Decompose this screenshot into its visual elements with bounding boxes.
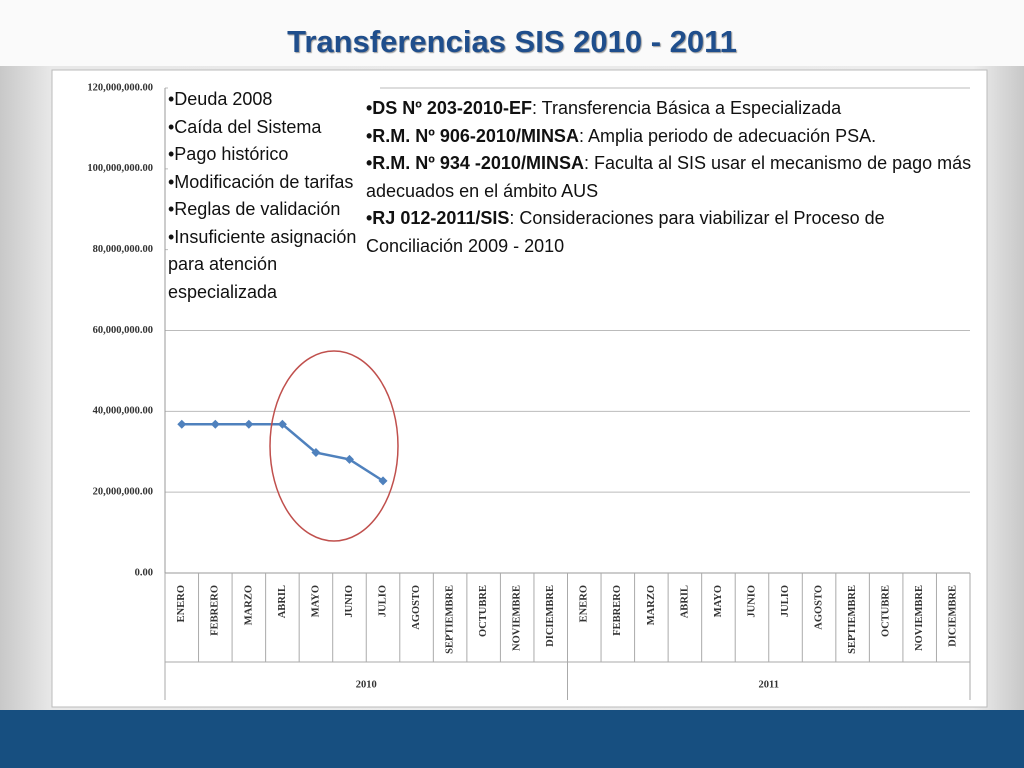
- x-tick-label: SEPTIEMBRE: [445, 585, 456, 654]
- cause-item: •Pago histórico: [168, 144, 289, 164]
- y-tick-label: 60,000,000.00: [93, 325, 153, 336]
- x-tick-label: MAYO: [310, 585, 321, 617]
- norm-code: •DS Nº 203-2010-EF: [366, 98, 532, 118]
- cause-item: •Modificación de tarifas: [168, 171, 354, 192]
- norm-text: : Faculta al SIS usar el mecanismo de pa…: [366, 153, 972, 201]
- x-tick-label: NOVIEMBRE: [512, 585, 523, 651]
- highlight-ellipse: [269, 350, 399, 542]
- x-tick-label: JUNIO: [746, 585, 757, 618]
- footer-band: [0, 710, 1024, 768]
- x-tick-label: MAYO: [713, 585, 724, 617]
- y-tick-label: 100,000,000.00: [87, 163, 153, 174]
- group-label: 2011: [759, 679, 779, 690]
- y-tick-label: 20,000,000.00: [93, 487, 153, 498]
- x-tick-label: MARZO: [243, 585, 254, 625]
- norm-code: •R.M. Nº 934 -2010/MINSA: [366, 153, 584, 173]
- marker: [210, 419, 220, 429]
- cause-item: •Deuda 2008: [168, 89, 273, 109]
- marker: [311, 448, 321, 458]
- x-tick-label: OCTUBRE: [478, 585, 489, 637]
- norm-item: •R.M. Nº 906-2010/MINSA: Amplia periodo …: [366, 123, 976, 151]
- marker: [378, 476, 388, 486]
- x-tick-label: DICIEMBRE: [545, 585, 556, 647]
- y-tick-label: 120,000,000.00: [87, 82, 153, 93]
- x-tick-label: ABRIL: [679, 585, 690, 618]
- x-tick-label: JUNIO: [344, 585, 355, 618]
- y-tick-label: 0.00: [135, 567, 153, 578]
- x-tick-label: ENERO: [579, 585, 590, 622]
- x-tick-label: AGOSTO: [411, 585, 422, 630]
- marker: [177, 419, 187, 429]
- norm-item: •DS Nº 203-2010-EF: Transferencia Básica…: [366, 95, 976, 123]
- y-tick-label: 80,000,000.00: [93, 244, 153, 255]
- y-tick-label: 40,000,000.00: [93, 406, 153, 417]
- marker: [244, 419, 254, 429]
- cause-item: •Reglas de validación: [168, 199, 341, 219]
- x-tick-label: DICIEMBRE: [948, 585, 959, 647]
- group-label: 2010: [356, 679, 377, 690]
- x-tick-label: FEBRERO: [612, 585, 623, 636]
- norm-code: •R.M. Nº 906-2010/MINSA: [366, 125, 579, 146]
- norm-item: •RJ 012-2011/SIS: Consideraciones para v…: [366, 205, 976, 260]
- marker: [277, 419, 287, 429]
- x-tick-label: ENERO: [176, 585, 187, 622]
- x-tick-label: MARZO: [646, 585, 657, 625]
- norm-text: : Consideraciones para viabilizar el Pro…: [366, 208, 885, 256]
- x-tick-label: JULIO: [780, 585, 791, 617]
- x-tick-label: JULIO: [377, 585, 388, 617]
- cause-item: •Insuficiente asignación para atención e…: [168, 226, 357, 302]
- x-tick-label: SEPTIEMBRE: [847, 585, 858, 654]
- norm-item: •R.M. Nº 934 -2010/MINSA: Faculta al SIS…: [366, 150, 976, 205]
- x-tick-label: NOVIEMBRE: [914, 585, 925, 651]
- x-tick-label: AGOSTO: [813, 585, 824, 630]
- norm-text: : Transferencia Básica a Especializada: [531, 98, 842, 118]
- norms-list: •DS Nº 203-2010-EF: Transferencia Básica…: [366, 95, 976, 260]
- cause-item: •Caída del Sistema: [168, 116, 322, 137]
- x-tick-label: ABRIL: [277, 585, 288, 618]
- norm-code: •RJ 012-2011/SIS: [366, 208, 510, 228]
- x-tick-label: OCTUBRE: [881, 585, 892, 637]
- x-tick-label: FEBRERO: [210, 585, 221, 636]
- header-band: [0, 0, 1024, 66]
- causes-list: •Deuda 2008 •Caída del Sistema •Pago histó…: [168, 86, 380, 306]
- slide-title: Transferencias SIS 2010 - 2011: [287, 24, 737, 59]
- marker: [344, 454, 354, 464]
- norm-text: : Amplia periodo de adecuación PSA.: [578, 125, 877, 146]
